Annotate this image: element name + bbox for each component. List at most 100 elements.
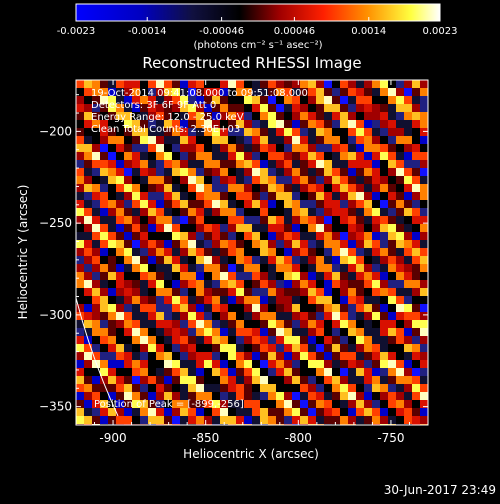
heatmap-cell <box>252 112 260 120</box>
heatmap-cell <box>220 320 228 328</box>
heatmap-cell <box>300 168 308 176</box>
heatmap-cell <box>252 80 260 88</box>
heatmap-cell <box>252 304 260 312</box>
heatmap-cell <box>180 248 188 256</box>
heatmap-cell <box>156 280 164 288</box>
heatmap-cell <box>252 240 260 248</box>
heatmap-cell <box>84 248 92 256</box>
heatmap-cell <box>348 88 356 96</box>
heatmap-cell <box>292 232 300 240</box>
heatmap-cell <box>140 248 148 256</box>
heatmap-cell <box>140 376 148 384</box>
heatmap-cell <box>132 320 140 328</box>
heatmap-cell <box>212 104 220 112</box>
heatmap-cell <box>332 280 340 288</box>
heatmap-cell <box>284 112 292 120</box>
heatmap-cell <box>364 432 372 440</box>
heatmap-cell <box>404 336 412 344</box>
heatmap-cell <box>292 104 300 112</box>
colorbar-gradient <box>75 3 441 22</box>
heatmap-cell <box>268 120 276 128</box>
heatmap-cell <box>308 176 316 184</box>
heatmap-cell <box>268 432 276 440</box>
heatmap-cell <box>100 216 108 224</box>
heatmap-cell <box>364 288 372 296</box>
heatmap-cell <box>396 376 404 384</box>
heatmap-cell <box>84 104 92 112</box>
heatmap-cell <box>420 168 428 176</box>
heatmap-cell <box>420 152 428 160</box>
heatmap-cell <box>76 176 84 184</box>
heatmap-cell <box>372 384 380 392</box>
heatmap-cell <box>404 368 412 376</box>
heatmap-cell <box>348 360 356 368</box>
heatmap-cell <box>308 376 316 384</box>
heatmap-cell <box>236 152 244 160</box>
heatmap-cell <box>76 312 84 320</box>
heatmap-cell <box>364 208 372 216</box>
heatmap-cell <box>76 128 84 136</box>
heatmap-cell <box>164 248 172 256</box>
heatmap-cell <box>396 280 404 288</box>
heatmap-cell <box>124 80 132 88</box>
heatmap-cell <box>140 384 148 392</box>
heatmap-cell <box>180 432 188 440</box>
heatmap-cell <box>140 416 148 424</box>
y-tick-label: −350 <box>39 400 72 414</box>
heatmap-cell <box>356 264 364 272</box>
heatmap-cell <box>292 224 300 232</box>
heatmap-cell <box>204 200 212 208</box>
heatmap-cell <box>140 152 148 160</box>
heatmap-cell <box>164 120 172 128</box>
heatmap-cell <box>284 88 292 96</box>
heatmap-cell <box>372 144 380 152</box>
heatmap-cell <box>172 128 180 136</box>
heatmap-cell <box>260 416 268 424</box>
heatmap-cell <box>364 392 372 400</box>
heatmap-cell <box>132 272 140 280</box>
heatmap-cell <box>252 128 260 136</box>
heatmap-cell <box>220 176 228 184</box>
heatmap-cell <box>124 192 132 200</box>
heatmap-cell <box>292 360 300 368</box>
heatmap-cell <box>404 280 412 288</box>
heatmap-cell <box>188 144 196 152</box>
heatmap-cell <box>180 336 188 344</box>
heatmap-cell <box>300 360 308 368</box>
heatmap-cell <box>84 392 92 400</box>
heatmap-cell <box>188 336 196 344</box>
heatmap-cell <box>404 88 412 96</box>
heatmap-cell <box>236 136 244 144</box>
heatmap-cell <box>316 120 324 128</box>
heatmap-cell <box>180 136 188 144</box>
heatmap-cell <box>164 280 172 288</box>
heatmap-cell <box>372 376 380 384</box>
heatmap-cell <box>100 104 108 112</box>
heatmap-cell <box>212 112 220 120</box>
heatmap-cell <box>228 384 236 392</box>
heatmap-cell <box>180 296 188 304</box>
heatmap-cell <box>148 360 156 368</box>
heatmap-cell <box>100 256 108 264</box>
heatmap-cell <box>292 216 300 224</box>
heatmap-cell <box>388 320 396 328</box>
heatmap-cell <box>356 360 364 368</box>
heatmap-cell <box>100 176 108 184</box>
heatmap-cell <box>132 160 140 168</box>
heatmap-cell <box>156 264 164 272</box>
heatmap-cell <box>252 272 260 280</box>
heatmap-cell <box>116 408 124 416</box>
heatmap-cell <box>172 152 180 160</box>
heatmap-cell <box>156 416 164 424</box>
heatmap-cell <box>428 392 436 400</box>
heatmap-cell <box>372 400 380 408</box>
heatmap-cell <box>156 104 164 112</box>
heatmap-cell <box>412 432 420 440</box>
heatmap-cell <box>276 392 284 400</box>
heatmap-cell <box>428 376 436 384</box>
heatmap-cell <box>124 376 132 384</box>
colorbar-tick-label: -0.0014 <box>128 26 167 37</box>
heatmap-cell <box>316 432 324 440</box>
heatmap-cell <box>388 104 396 112</box>
heatmap-cell <box>92 296 100 304</box>
